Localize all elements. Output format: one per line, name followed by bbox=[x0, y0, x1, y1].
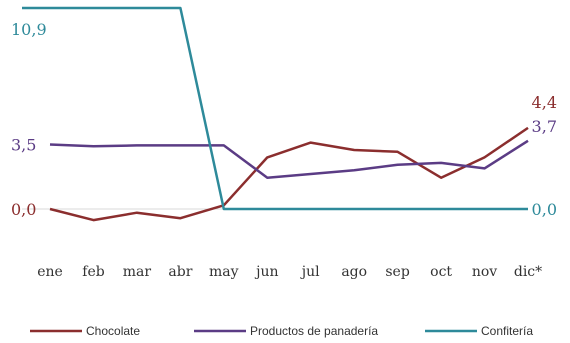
x-tick-label-1: feb bbox=[82, 264, 104, 280]
x-axis-ticks: ene feb mar abr may jun jul ago sep oct nov dic* bbox=[37, 264, 542, 280]
legend: Chocolate Productos de panadería Confiterí… bbox=[30, 324, 533, 338]
data-labels-layer: 0,0 4,4 3,5 3,7 10,9 0,0 bbox=[11, 20, 557, 219]
x-tick-label-6: jul bbox=[300, 264, 320, 280]
series-line-2 bbox=[22, 6, 528, 211]
data-label-0-1: 4,4 bbox=[532, 93, 557, 112]
data-label-2-0: 10,9 bbox=[11, 20, 47, 39]
data-label-1-1: 3,7 bbox=[532, 117, 557, 136]
data-label-2-1: 0,0 bbox=[532, 200, 557, 219]
x-tick-label-3: abr bbox=[168, 264, 192, 280]
series-layer bbox=[22, 6, 529, 222]
series-line-0 bbox=[49, 126, 529, 222]
x-tick-label-10: nov bbox=[472, 264, 497, 280]
series-line-1 bbox=[49, 139, 529, 179]
legend-label-1: Productos de panadería bbox=[250, 324, 378, 338]
data-label-1-0: 3,5 bbox=[11, 135, 36, 154]
legend-label-0: Chocolate bbox=[86, 324, 140, 338]
x-tick-label-5: jun bbox=[254, 264, 278, 280]
x-tick-label-8: sep bbox=[385, 264, 409, 280]
x-tick-label-11: dic* bbox=[514, 264, 542, 280]
x-tick-label-2: mar bbox=[123, 264, 152, 280]
x-tick-label-9: oct bbox=[430, 264, 452, 280]
legend-label-2: Confitería bbox=[481, 324, 533, 338]
x-tick-label-0: ene bbox=[37, 264, 63, 280]
x-tick-label-7: ago bbox=[341, 264, 367, 280]
data-label-0-0: 0,0 bbox=[11, 200, 36, 219]
x-tick-label-4: may bbox=[209, 264, 239, 280]
